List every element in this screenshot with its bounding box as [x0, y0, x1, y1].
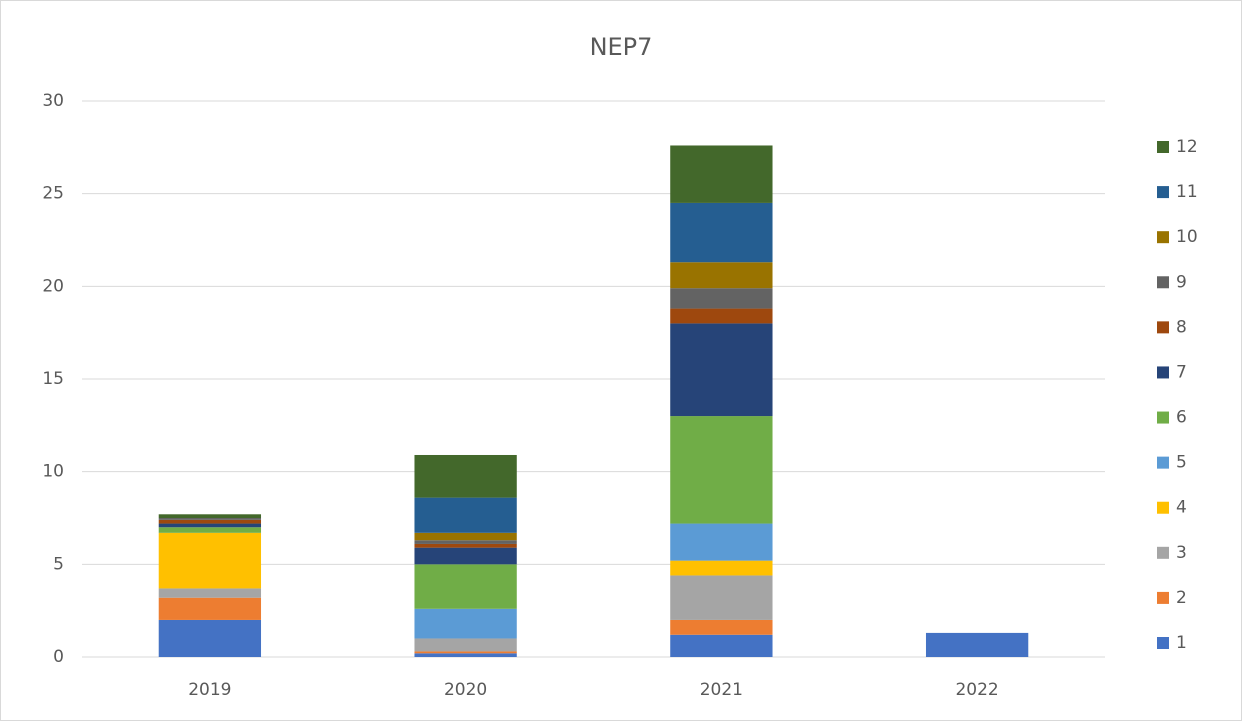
x-tick-label: 2021	[700, 680, 743, 700]
bar-segment	[670, 634, 773, 657]
legend-swatch	[1157, 276, 1169, 289]
bar-segment	[414, 651, 517, 654]
legend-swatch	[1157, 501, 1169, 514]
legend-swatch	[1157, 231, 1169, 244]
bar-segment	[670, 288, 773, 309]
bar-segment	[925, 632, 1029, 657]
legend-swatch	[1157, 637, 1169, 649]
legend-swatch	[1157, 411, 1169, 424]
bar-segment	[670, 202, 773, 263]
y-tick-label: 25	[42, 184, 64, 204]
legend-label: 5	[1176, 453, 1187, 473]
bar-segment	[670, 619, 773, 635]
legend-label: 10	[1176, 227, 1198, 247]
bar-segment	[414, 653, 517, 657]
bar-segment	[158, 619, 262, 657]
bar-segment	[158, 519, 262, 524]
legend-label: 3	[1176, 543, 1187, 563]
bar-segment	[670, 523, 773, 561]
bar-segment	[670, 145, 773, 203]
y-tick-label: 30	[42, 91, 64, 111]
chart-title: NEP7	[590, 33, 653, 61]
legend-swatch	[1157, 186, 1169, 199]
bar-segment	[414, 638, 517, 652]
bar-segment	[414, 454, 517, 498]
legend-label: 12	[1176, 137, 1198, 157]
bar-segment	[414, 608, 517, 639]
legend-swatch	[1157, 321, 1169, 334]
legend-label: 11	[1176, 182, 1198, 202]
legend-swatch	[1157, 591, 1169, 604]
legend-label: 2	[1176, 588, 1187, 608]
legend-label: 8	[1176, 317, 1187, 337]
bar-segment	[670, 416, 773, 524]
y-tick-label: 0	[53, 647, 64, 667]
y-tick-label: 10	[42, 462, 64, 482]
legend-swatch	[1157, 141, 1169, 153]
legend-label: 7	[1176, 362, 1187, 382]
y-tick-label: 20	[42, 276, 64, 296]
legend-label: 9	[1176, 272, 1187, 292]
y-tick-label: 15	[42, 369, 64, 389]
x-tick-label: 2020	[444, 680, 487, 700]
bar-segment	[414, 540, 517, 544]
bar-segment	[158, 597, 262, 620]
legend-label: 4	[1176, 498, 1187, 518]
legend-swatch	[1157, 366, 1169, 379]
bar-segment	[158, 523, 262, 528]
legend-label: 6	[1176, 408, 1187, 428]
bar-segment	[158, 514, 262, 518]
bar-segment	[670, 575, 773, 620]
bar-segment	[414, 497, 517, 533]
bar-segment	[158, 532, 262, 589]
x-tick-label: 2022	[955, 680, 998, 700]
legend-swatch	[1157, 546, 1169, 559]
bar-segment	[414, 543, 517, 548]
bar-segment	[158, 588, 262, 598]
bar-segment	[414, 532, 517, 541]
legend-label: 1	[1176, 633, 1187, 653]
bar-segment	[670, 323, 773, 417]
bar-segment	[670, 262, 773, 289]
bar-segment	[670, 560, 773, 576]
bar-segment	[158, 518, 262, 520]
bar-segment	[670, 308, 773, 324]
bar-segment	[414, 564, 517, 609]
x-tick-label: 2019	[188, 680, 231, 700]
bar-segment	[414, 547, 517, 565]
bar-segment	[158, 527, 262, 533]
y-tick-label: 5	[53, 554, 64, 574]
legend-swatch	[1157, 456, 1169, 469]
